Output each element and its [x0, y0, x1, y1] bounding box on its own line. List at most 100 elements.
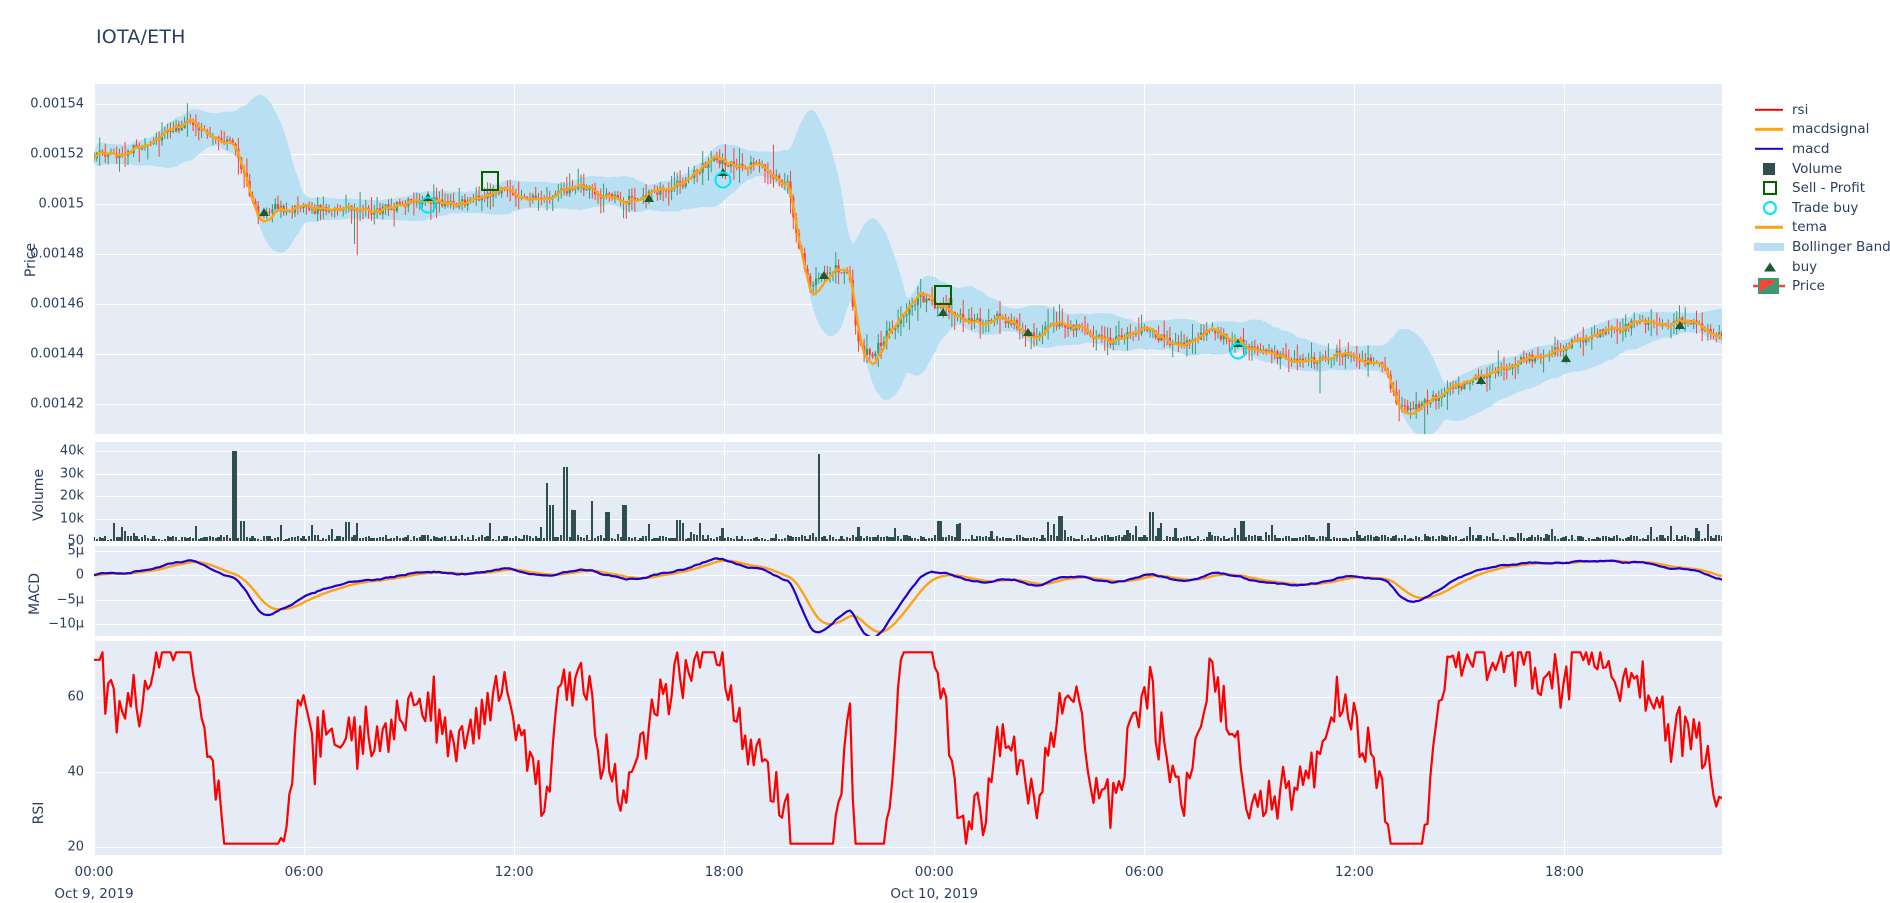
legend-item-rsi[interactable]: rsi: [1752, 100, 1890, 120]
volume-bar: [732, 538, 735, 541]
volume-bar: [1454, 536, 1457, 541]
volume-bar: [141, 537, 144, 541]
volume-bar: [1035, 538, 1038, 541]
volume-bar: [1163, 539, 1166, 541]
volume-bar: [1715, 535, 1718, 541]
volume-bar: [653, 537, 656, 541]
volume-bar: [1686, 536, 1690, 541]
legend-item-tema[interactable]: tema: [1752, 218, 1890, 238]
legend-item-trade-buy[interactable]: Trade buy: [1752, 198, 1890, 218]
volume-bar: [814, 536, 818, 541]
volume-bar: [1242, 520, 1245, 541]
volume-bar: [1587, 538, 1591, 541]
volume-bar: [922, 536, 925, 541]
volume-bar: [163, 539, 166, 541]
volume-bar: [1335, 537, 1339, 541]
volume-bar: [1276, 538, 1279, 541]
legend-item-buy[interactable]: buy: [1752, 257, 1890, 277]
volume-bar: [1672, 539, 1675, 541]
volume-bar: [1706, 524, 1709, 541]
legend-item-label: Volume: [1792, 160, 1843, 177]
volume-bar: [486, 536, 489, 541]
volume-bar: [577, 535, 580, 541]
volume-bar: [367, 535, 370, 541]
volume-bar: [1542, 538, 1545, 541]
volume-bar: [1347, 538, 1350, 541]
volume-bar: [1318, 536, 1322, 541]
volume-bar: [373, 537, 376, 541]
volume-bar: [1092, 539, 1095, 541]
gridline-vertical: [304, 546, 305, 636]
volume-bar: [1582, 536, 1585, 541]
volume-bar: [390, 537, 393, 541]
volume-bar: [234, 451, 237, 541]
volume-bar: [1403, 535, 1406, 541]
gridline-vertical: [304, 442, 305, 541]
volume-bar: [489, 523, 492, 541]
gridline-vertical: [1144, 546, 1145, 636]
volume-bar: [650, 539, 653, 541]
volume-bar: [755, 536, 758, 541]
legend-item-macdsignal[interactable]: macdsignal: [1752, 120, 1890, 140]
volume-bar: [588, 539, 591, 541]
volume-bar: [231, 451, 234, 541]
volume-bar: [94, 537, 96, 541]
volume-bar: [582, 538, 585, 541]
volume-bar: [121, 526, 124, 541]
volume-bar: [896, 536, 900, 541]
volume-bar: [418, 537, 421, 541]
legend-item-sell-profit[interactable]: Sell - Profit: [1752, 178, 1890, 198]
volume-bar: [1395, 534, 1398, 541]
volume-bar: [1409, 537, 1412, 541]
volume-bar: [395, 535, 399, 541]
volume-bar: [1378, 536, 1381, 541]
volume-bar: [628, 536, 631, 541]
volume-bar: [1528, 536, 1531, 541]
chart-legend[interactable]: rsi macdsignal macd Volume Sell - Profit Trad…: [1752, 100, 1890, 296]
volume-bar: [1137, 536, 1140, 541]
volume-bar: [1650, 527, 1653, 541]
gridline-horizontal: [94, 847, 1722, 848]
volume-bar: [616, 533, 619, 541]
volume-bar: [1483, 538, 1486, 541]
volume-bar: [571, 509, 574, 541]
volume-bar: [1143, 535, 1146, 541]
volume-bar: [1256, 535, 1259, 541]
volume-bar: [412, 536, 416, 541]
legend-item-macd[interactable]: macd: [1752, 139, 1890, 159]
legend-item-price[interactable]: Price: [1752, 276, 1890, 296]
volume-bar: [1165, 536, 1169, 541]
volume-bar: [639, 538, 642, 541]
gridline-vertical: [94, 546, 95, 636]
legend-item-bollinger-band[interactable]: Bollinger Band: [1752, 237, 1890, 257]
volume-bar: [1613, 536, 1616, 541]
volume-bar: [596, 535, 600, 541]
volume-bar: [449, 536, 452, 541]
volume-bar: [837, 538, 840, 541]
volume-bar: [531, 538, 534, 541]
volume-bar: [1553, 535, 1557, 541]
volume-bar: [775, 533, 778, 541]
volume-bar: [1015, 535, 1019, 541]
volume-bar: [913, 538, 917, 541]
gridline-vertical: [724, 84, 725, 434]
legend-item-label: macd: [1792, 140, 1830, 157]
volume-bar: [605, 511, 608, 541]
volume-bar: [1429, 536, 1432, 541]
axis-tick-label: 40k: [59, 443, 84, 459]
volume-bar: [1151, 511, 1154, 541]
rsi-panel: [94, 641, 1722, 855]
volume-bar: [1270, 525, 1273, 541]
volume-bar: [1310, 536, 1313, 541]
volume-bar: [1304, 535, 1307, 541]
volume-bar: [1641, 538, 1644, 541]
volume-bar: [1030, 537, 1033, 541]
volume-bar: [1601, 536, 1605, 541]
volume-panel: [94, 442, 1722, 541]
legend-item-volume[interactable]: Volume: [1752, 159, 1890, 179]
volume-bar: [1511, 536, 1514, 541]
volume-bar: [282, 539, 285, 541]
volume-bar: [956, 523, 959, 541]
page-title: IOTA/ETH: [96, 26, 186, 48]
